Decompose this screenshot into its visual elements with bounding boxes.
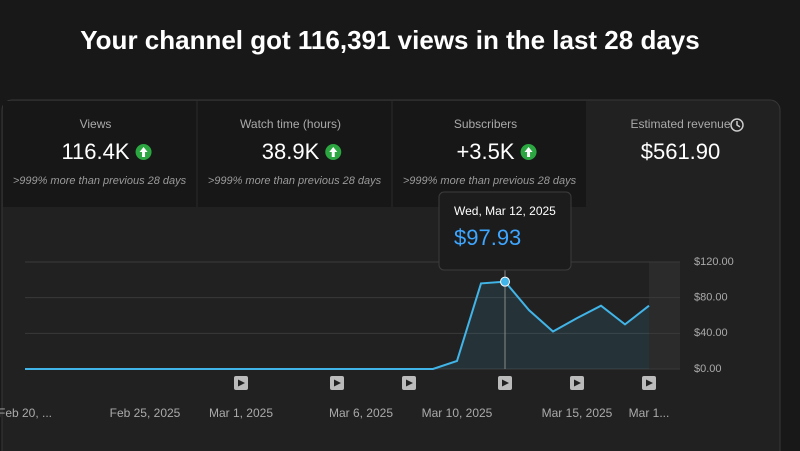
x-tick-label: Mar 6, 2025 <box>329 406 393 420</box>
card-value: $561.90 <box>641 139 721 164</box>
hover-point <box>500 276 510 287</box>
y-tick-label: $120.00 <box>694 256 734 268</box>
up-arrow-icon <box>329 147 338 157</box>
page-title: Your channel got 116,391 views in the la… <box>80 25 699 55</box>
metric-card[interactable] <box>393 101 586 207</box>
video-marker-icon <box>502 379 509 387</box>
x-tick-label: Mar 10, 2025 <box>422 406 493 420</box>
metric-card[interactable] <box>3 101 196 207</box>
video-marker-icon <box>334 379 341 387</box>
tooltip-date: Wed, Mar 12, 2025 <box>454 204 556 218</box>
card-title: Watch time (hours) <box>240 117 341 131</box>
video-marker-icon <box>574 379 581 387</box>
video-marker-icon <box>646 379 653 387</box>
up-arrow-icon <box>139 147 148 157</box>
card-value: 38.9K <box>262 139 320 164</box>
clock-icon <box>730 118 744 132</box>
clock-icon <box>736 121 741 128</box>
up-arrow-icon <box>524 147 533 157</box>
tooltip-value: $97.93 <box>454 225 521 250</box>
x-tick-label: Mar 1, 2025 <box>209 406 273 420</box>
card-note: >999% more than previous 28 days <box>13 175 187 187</box>
card-title: Estimated revenue <box>630 117 730 131</box>
line-area <box>25 281 649 369</box>
tooltip <box>438 191 572 271</box>
x-tick-label: Mar 15, 2025 <box>542 406 613 420</box>
card-title: Subscribers <box>454 117 517 131</box>
x-tick-label: Feb 20, ... <box>0 406 52 420</box>
y-tick-label: $0.00 <box>694 363 722 375</box>
y-tick-label: $40.00 <box>694 327 728 339</box>
line <box>25 280 650 370</box>
metric-card[interactable] <box>198 101 391 207</box>
y-tick-label: $80.00 <box>694 292 728 304</box>
card-note: >999% more than previous 28 days <box>403 175 577 187</box>
card-value: 116.4K <box>61 139 129 164</box>
future-band <box>649 262 680 369</box>
card-title: Views <box>80 117 112 131</box>
video-marker-icon <box>406 379 413 387</box>
x-tick-label: Feb 25, 2025 <box>110 406 181 420</box>
card-value: +3.5K <box>456 139 514 164</box>
card-note: >999% more than previous 28 days <box>208 175 382 187</box>
x-tick-label: Mar 1... <box>629 406 670 420</box>
video-marker-icon <box>238 379 245 387</box>
